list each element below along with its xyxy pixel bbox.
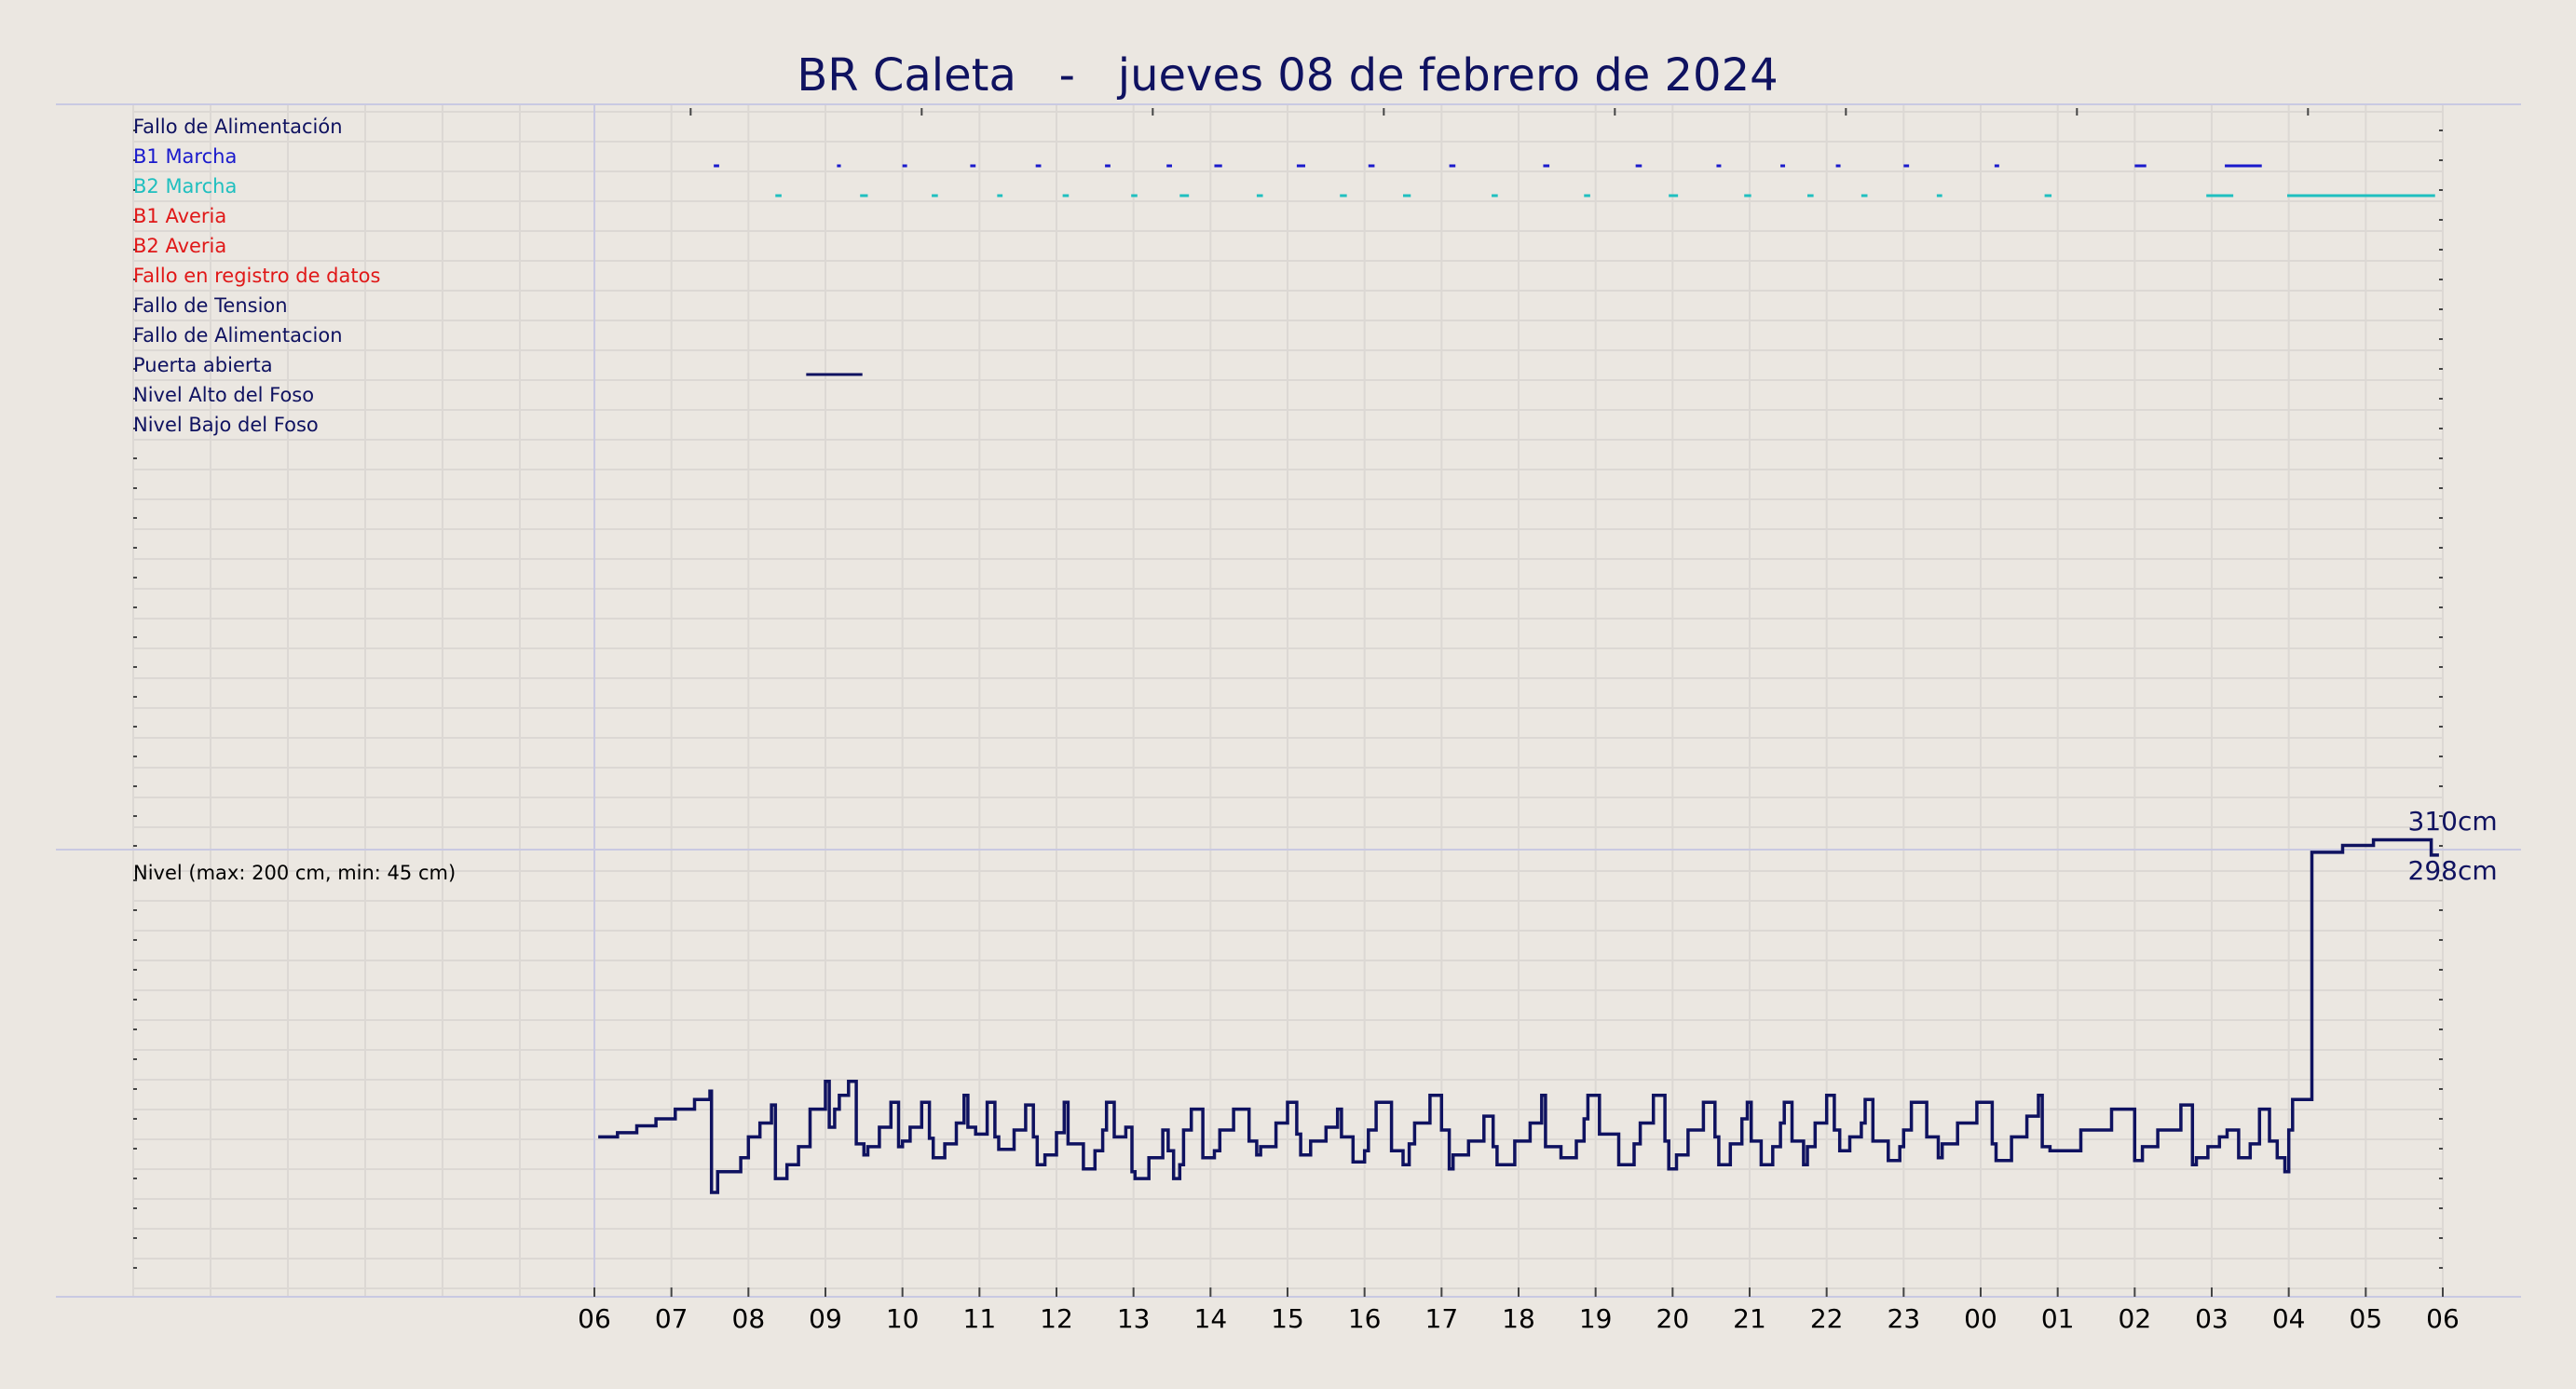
grid-layer: [132, 104, 2444, 1297]
event-row-label: B2 Marcha: [133, 175, 237, 197]
x-tick-label: 09: [809, 1303, 842, 1334]
x-tick-label: 05: [2350, 1303, 2383, 1334]
x-tick-label: 00: [1964, 1303, 1997, 1334]
event-row-label: Fallo en registro de datos: [133, 265, 380, 287]
level-panel-label: Nivel (max: 200 cm, min: 45 cm): [133, 862, 456, 884]
event-row-label: Fallo de Alimentación: [133, 116, 343, 138]
x-axis-ticks: 06 07 08 09 10 11 12 13 14 15 16 17 18 19 20 21 22 23 00 01…: [578, 1287, 2460, 1334]
x-tick-label: 04: [2272, 1303, 2306, 1334]
x-tick-label: 19: [1579, 1303, 1613, 1334]
event-row-label: Fallo de Tension: [133, 294, 288, 317]
level-series-layer: [598, 837, 2439, 1194]
x-tick-label: 12: [1040, 1303, 1073, 1334]
event-interval-marks: [714, 164, 2435, 376]
event-row-label: B1 Marcha: [133, 145, 237, 168]
event-row-label: Fallo de Alimentacion: [133, 324, 343, 347]
x-tick-label: 13: [1117, 1303, 1151, 1334]
x-tick-label: 01: [2041, 1303, 2075, 1334]
x-tick-label: 22: [1810, 1303, 1844, 1334]
x-tick-label: 02: [2119, 1303, 2152, 1334]
level-annotations: 310cm 298cm: [2408, 806, 2498, 886]
event-row-label: B1 Averia: [133, 205, 226, 227]
chart-title: BR Caleta - jueves 08 de febrero de 2024: [797, 49, 1778, 102]
level-annotation: 298cm: [2408, 855, 2498, 886]
x-tick-label: 14: [1194, 1303, 1228, 1334]
level-series-line: [598, 837, 2439, 1194]
x-tick-label: 03: [2195, 1303, 2228, 1334]
event-row-label: Nivel Alto del Foso: [133, 384, 314, 406]
x-tick-label: 21: [1733, 1303, 1766, 1334]
x-tick-label: 18: [1502, 1303, 1535, 1334]
x-tick-label: 16: [1348, 1303, 1382, 1334]
x-tick-label: 20: [1656, 1303, 1690, 1334]
x-tick-label: 10: [886, 1303, 920, 1334]
level-annotation: 310cm: [2408, 806, 2498, 837]
x-tick-label: 15: [1271, 1303, 1304, 1334]
x-tick-label: 11: [963, 1303, 997, 1334]
x-tick-label: 07: [655, 1303, 688, 1334]
event-row-label: B2 Averia: [133, 235, 226, 257]
x-tick-label: 23: [1888, 1303, 1921, 1334]
x-tick-label: 06: [2426, 1303, 2460, 1334]
x-tick-label: 17: [1425, 1303, 1459, 1334]
event-row-label: Puerta abierta: [133, 354, 273, 376]
x-tick-label: 08: [732, 1303, 766, 1334]
event-row-labels: Fallo de Alimentación B1 Marcha B2 Marcha B…: [133, 116, 380, 436]
event-row-label: Nivel Bajo del Foso: [133, 414, 319, 436]
x-tick-label: 06: [578, 1303, 611, 1334]
